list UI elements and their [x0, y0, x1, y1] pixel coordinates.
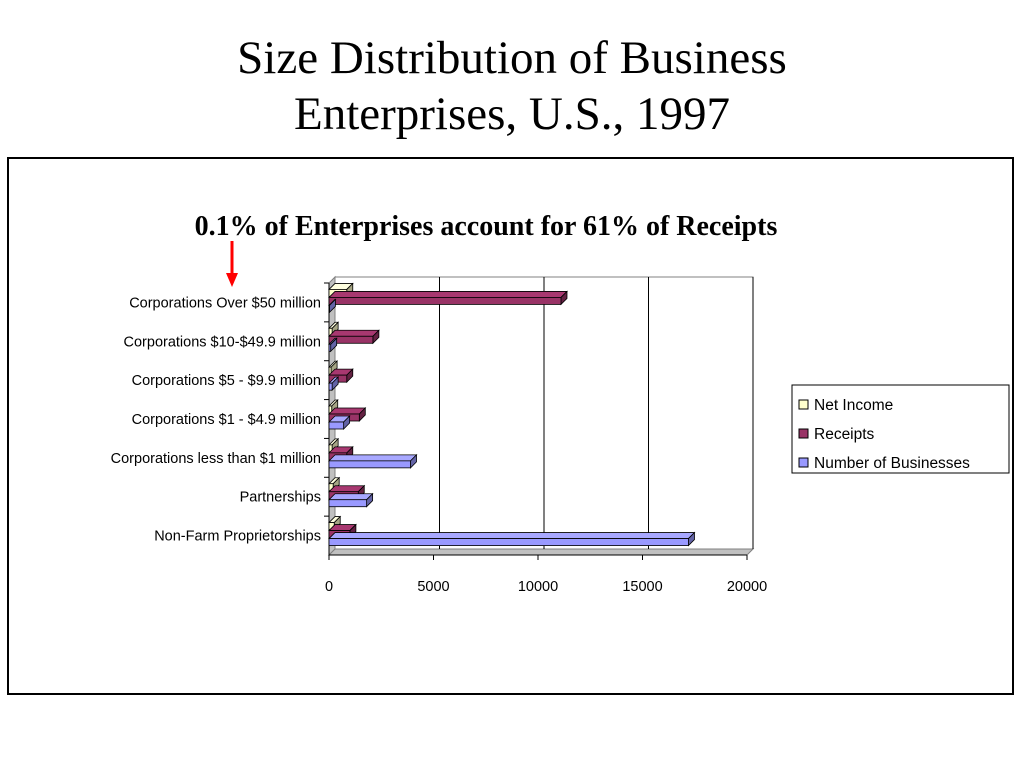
legend-swatch — [798, 457, 809, 468]
bar-number-of-businesses — [328, 337, 338, 353]
bar-receipts — [328, 290, 568, 306]
bar-net-income — [328, 360, 339, 376]
slide-title-line1: Size Distribution of Business — [237, 32, 787, 84]
x-tick-label: 20000 — [727, 579, 767, 595]
bar-number-of-businesses — [328, 415, 351, 430]
bar-number-of-businesses — [328, 376, 340, 392]
x-tick-label: 10000 — [518, 579, 558, 595]
bar-number-of-businesses — [328, 298, 337, 314]
plot-area: 0 5000 10000 15000 20000 Corporations Over $5… — [111, 241, 767, 595]
chart-svg: 0.1% of Enterprises account for 61% of R… — [111, 211, 1010, 595]
legend-label: Number of Businesses — [814, 455, 970, 472]
legend-box — [791, 384, 1010, 474]
legend-swatch — [798, 399, 809, 410]
plot-floor — [327, 548, 755, 556]
x-tick-label: 15000 — [622, 579, 662, 595]
legend-label: Receipts — [814, 426, 875, 443]
legend: Net Income Receipts Number of Businesses — [791, 384, 1010, 474]
x-tick-label: 5000 — [417, 579, 449, 595]
chart-subtitle: 0.1% of Enterprises account for 61% of R… — [195, 211, 778, 242]
legend-swatch — [798, 428, 809, 439]
category-label: Partnerships — [240, 490, 321, 506]
slide-title: Size Distribution of Business Enterprise… — [0, 30, 1024, 142]
category-label: Corporations Over $50 million — [129, 295, 321, 311]
category-label: Corporations less than $1 million — [111, 451, 321, 467]
legend-label: Net Income — [814, 397, 893, 414]
category-label: Non-Farm Proprietorships — [154, 529, 321, 545]
category-label: Corporations $10-$49.9 million — [124, 334, 321, 350]
bar-number-of-businesses — [328, 453, 418, 469]
x-tick-label: 0 — [325, 579, 333, 595]
bar-receipts — [328, 329, 380, 345]
bar-number-of-businesses — [328, 492, 374, 508]
annotation-arrow — [226, 241, 238, 287]
bar-number-of-businesses — [328, 531, 696, 547]
chart-frame: 0.1% of Enterprises account for 61% of R… — [7, 157, 1014, 695]
slide-title-line2: Enterprises, U.S., 1997 — [293, 88, 730, 140]
category-label: Corporations $1 - $4.9 million — [132, 412, 321, 428]
category-label: Corporations $5 - $9.9 million — [132, 373, 321, 389]
